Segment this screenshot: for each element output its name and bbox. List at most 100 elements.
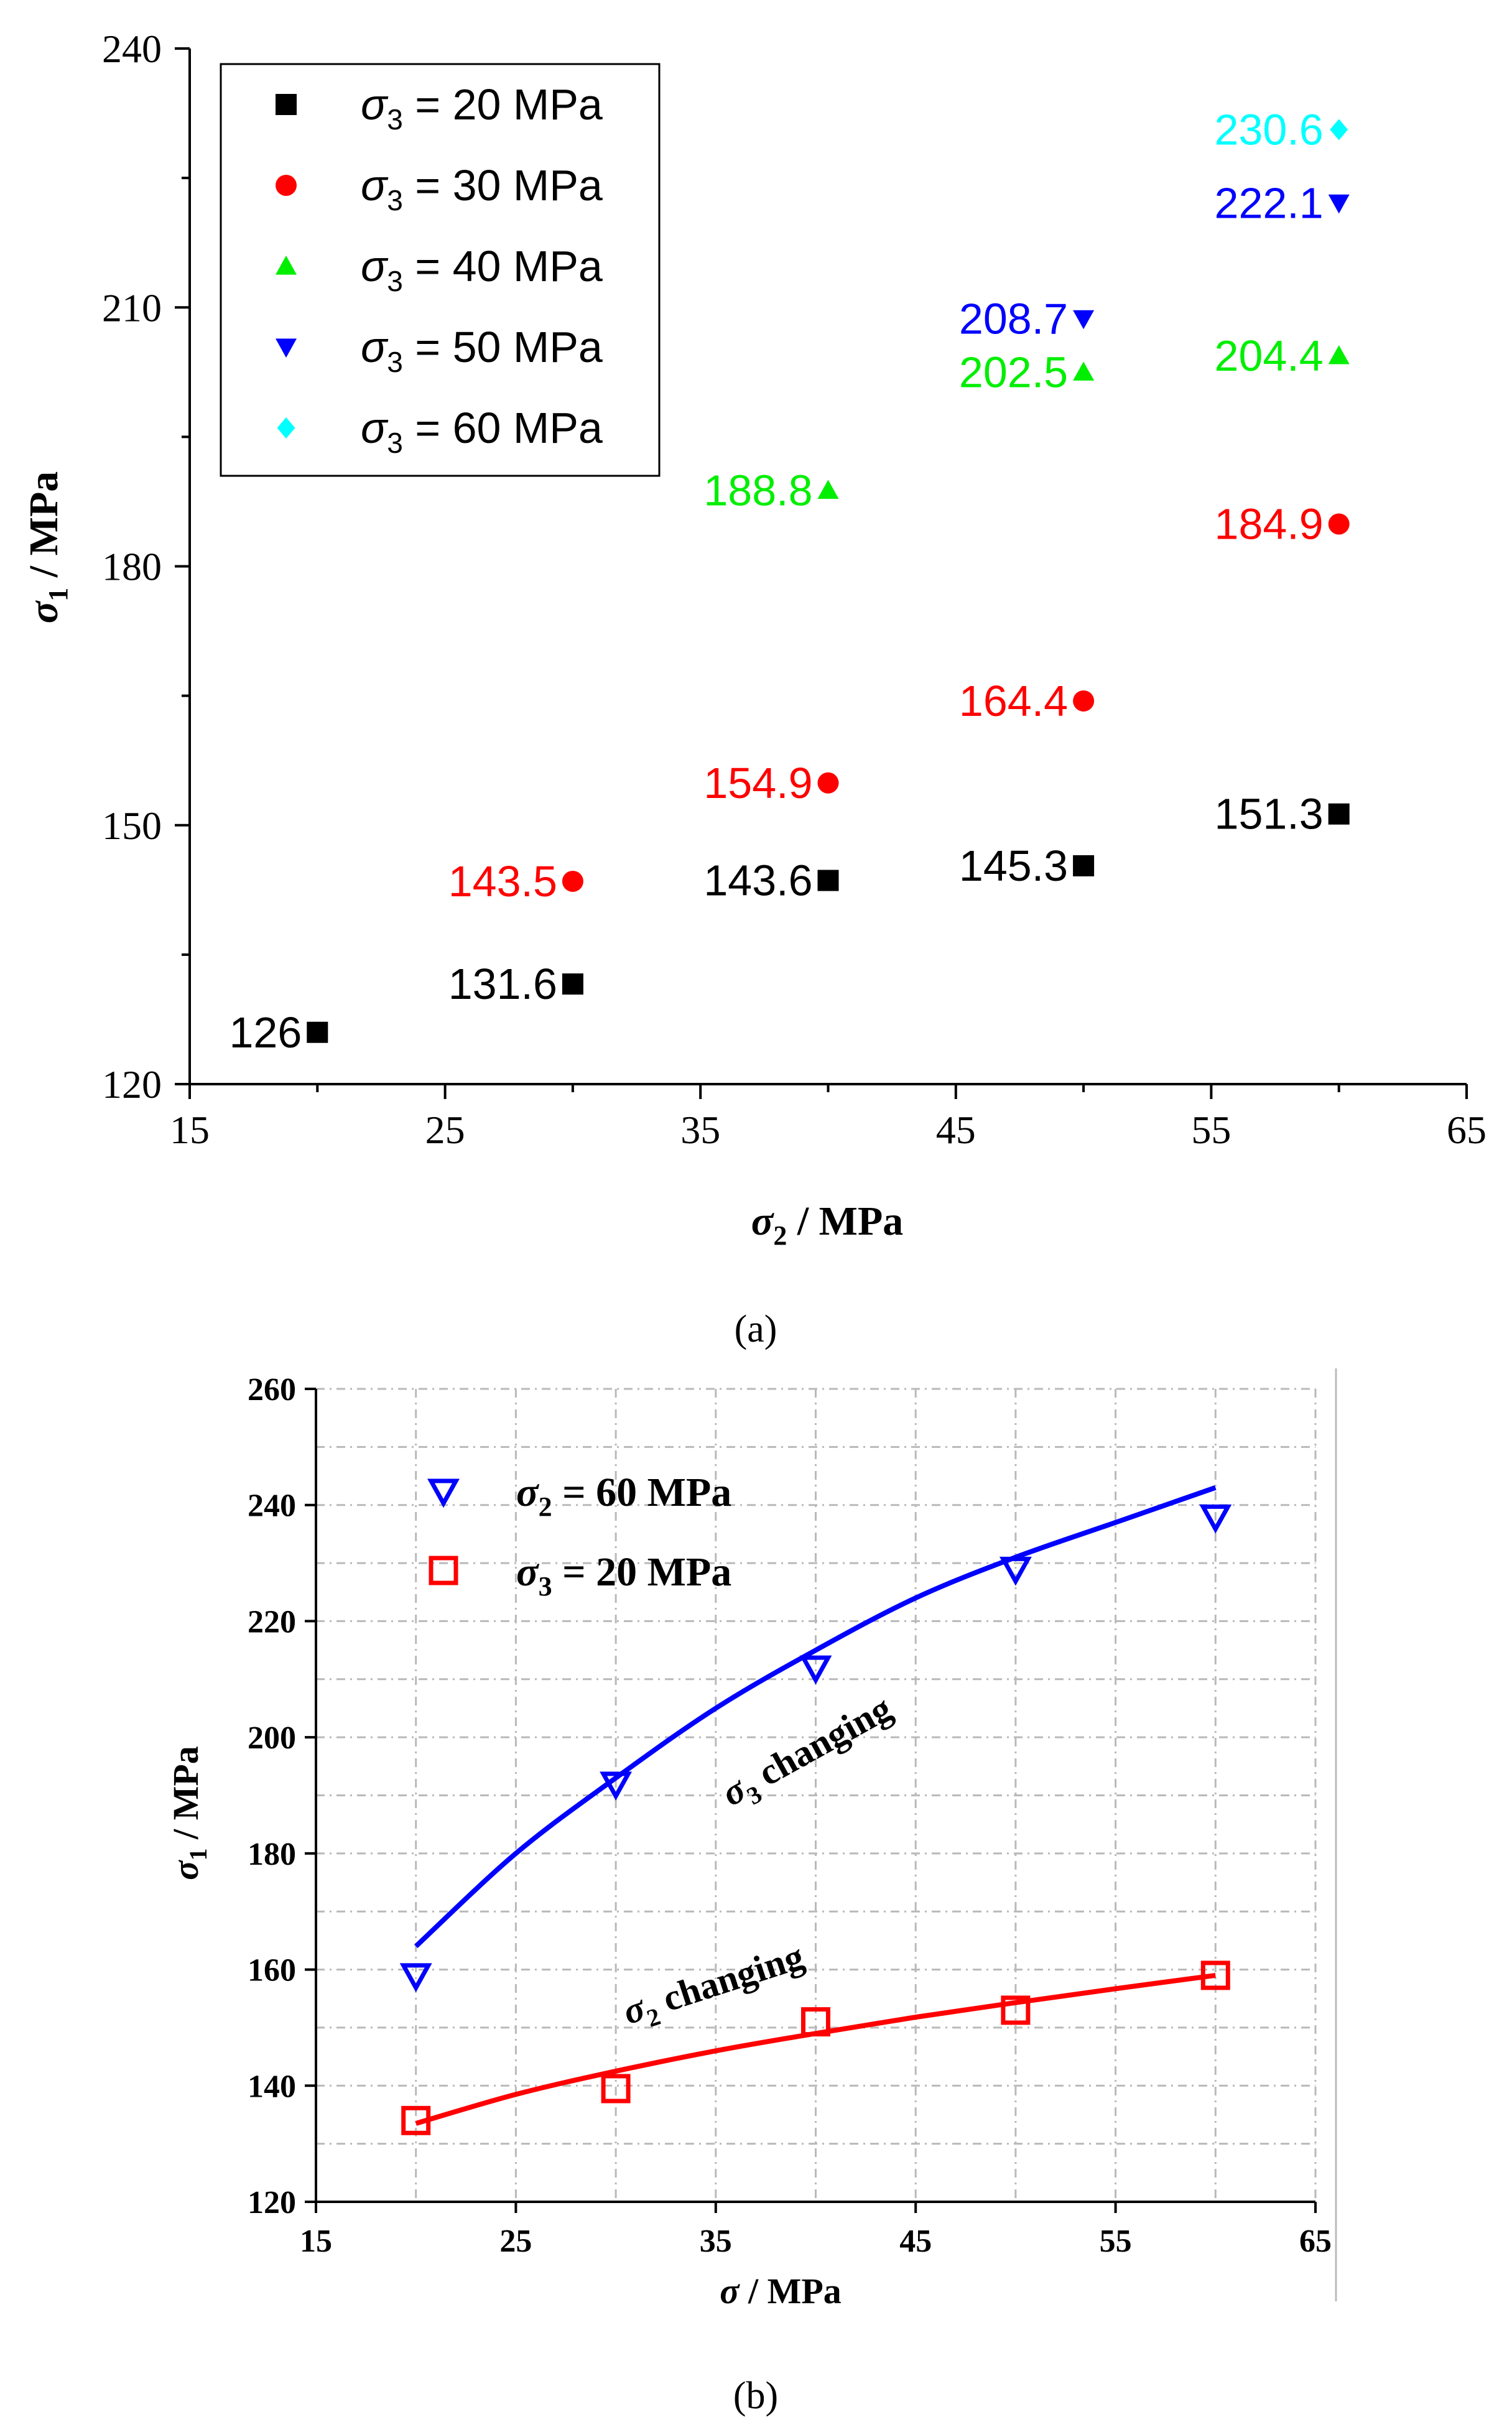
panel-b-y-tick-label: 120 [248,2185,296,2220]
panel-b-y-tick-label: 260 [248,1372,296,1408]
panel-a-data-label: 208.7 [959,294,1068,343]
panel-a-y-tick-label: 120 [102,1062,162,1107]
panel-b-legend-marker [429,1556,458,1585]
panel-a-legend-label: σ3 = 30 MPa [361,161,603,216]
panel-b-x-tick-label: 15 [300,2224,332,2259]
panel-b-ticks: 15 25 35 45 55 65 120 140 160 180 200 220 240 260 [248,1372,1332,2259]
panel-b-y-tick-label: 180 [248,1837,296,1872]
panel-a-point [817,480,839,499]
panel-a-y-tick-label: 180 [102,545,162,589]
panel-a-data-label: 143.5 [448,857,557,906]
panel-b-point [401,2105,431,2135]
panel-a-x-tick-label: 65 [1447,1108,1486,1152]
panel-a-data-label: 222.1 [1215,179,1324,227]
panel-a-point [307,1021,328,1043]
panel-a-legend-marker [276,175,297,196]
panel-a-point [1328,803,1350,825]
panel-b-data-points [399,1504,1232,2135]
panel-a-x-tick-label: 55 [1191,1108,1231,1152]
panel-a-point [1330,119,1348,141]
panel-b-x-tick-label: 45 [899,2224,932,2259]
panel-a-legend-label: σ3 = 40 MPa [361,242,603,297]
panel-a-data-label: 143.6 [703,856,812,905]
panel-b-x-axis-title: σ / MPa [720,2271,842,2311]
panel-b-point [600,1771,633,1801]
panel-a-ticks: 15 25 35 45 55 65 120 150 180 210 240 [102,27,1486,1152]
panel-a-data-label: 184.9 [1215,500,1324,549]
panel-b-legend-marker [427,1478,460,1508]
panel-a-y-tick-label: 150 [102,804,162,848]
panel-a-data-label: 154.9 [703,759,812,807]
panel-a-legend-marker [276,94,297,115]
panel-b-x-tick-label: 55 [1100,2224,1132,2259]
panel-b-y-tick-label: 160 [248,1953,296,1988]
panel-b-point [1200,1960,1230,1990]
panel-b-y-tick-label: 200 [248,1720,296,1756]
panel-a-x-tick-label: 25 [425,1108,465,1152]
panel-a-point [817,772,839,794]
panel-a-data-label: 126 [230,1008,302,1057]
panel-b-legend-label: σ3 = 20 MPa [516,1549,731,1602]
panel-a-point [1328,345,1350,364]
panel-a-x-tick-label: 45 [936,1108,976,1152]
panel-b-fit-curve [414,1485,1217,1949]
panel-b-legend-label: σ2 = 60 MPa [516,1470,731,1522]
panel-b-caption: (b) [733,2375,778,2417]
panel-a-point [1073,855,1095,876]
panel-a-data-label: 151.3 [1215,790,1324,838]
panel-b-annotation-lower: σ2 changing [618,1936,811,2039]
panel-a-point [1073,690,1095,712]
panel-b-y-tick-label: 220 [248,1604,296,1640]
panel-a-data-label: 164.4 [959,677,1068,725]
panel-b-y-tick-label: 140 [248,2069,296,2104]
panel-a-data-label: 202.5 [959,348,1068,396]
panel-b-axes [315,1389,1315,2203]
panel-a-point [1073,361,1095,381]
panel-b-y-axis-title: σ1 / MPa [165,1746,212,1880]
panel-a-legend-label: σ3 = 60 MPa [361,404,603,459]
panel-a-legend-marker [276,256,297,275]
panel-b-x-tick-label: 25 [499,2224,532,2259]
panel-a-y-tick-label: 240 [102,27,162,71]
panel-a-legend-label: σ3 = 50 MPa [361,323,603,378]
panel-b-point [601,2074,631,2104]
panel-a-point [1328,513,1350,535]
panel-a-caption: (a) [735,1308,777,1350]
panel-a-y-axis-title: σ1 / MPa [21,471,73,624]
panel-a-x-tick-label: 15 [170,1108,210,1152]
panel-a-data-labels: 126 131.6 143.6 145.3 151.3 143.5 154.9 164.4 18… [230,105,1324,1056]
panel-a-x-tick-label: 35 [680,1108,720,1152]
panel-a-scatter-chart: 15 25 35 45 55 65 120 150 180 210 240 126 131.6 143.… [21,27,1486,1350]
panel-a-data-label: 230.6 [1215,105,1324,154]
panel-a-data-label: 188.8 [703,466,812,514]
panel-b-point [1199,1504,1232,1534]
panel-b-point [799,1655,832,1685]
panel-a-legend-marker [276,338,297,358]
panel-b-point [1001,1995,1031,2025]
panel-b-legend: σ2 = 60 MPa σ3 = 20 MPa [427,1470,731,1602]
panel-b-point [399,1963,432,1993]
panel-a-point [817,870,839,891]
panel-a-data-label: 204.4 [1215,332,1324,380]
panel-a-legend: σ3 = 20 MPa σ3 = 30 MPa σ3 = 40 MPa σ3 = 50… [276,80,603,459]
panel-b-annotation-upper: σ3 changing [715,1687,901,1820]
panel-a-data-label: 131.6 [448,960,557,1008]
panel-a-point [562,870,583,892]
panel-b-point [801,2007,830,2037]
panel-a-point [562,973,583,995]
panel-b-x-tick-label: 65 [1299,2224,1332,2259]
panel-a-legend-marker [277,417,295,438]
panel-a-legend-label: σ3 = 20 MPa [361,80,603,136]
panel-a-point [1328,194,1350,214]
panel-b-point [999,1556,1032,1586]
panel-a-y-tick-label: 210 [102,285,162,330]
panel-a-x-axis-title: σ2 / MPa [751,1199,904,1251]
panel-b-scatter-chart: 15 25 35 45 55 65 120 140 160 180 200 220 240 260 σ2 … [165,1368,1337,2417]
panel-b-y-tick-label: 240 [248,1488,296,1524]
panel-b-grid [315,1388,1317,2203]
panel-a-data-points [307,119,1350,1043]
panel-a-point [1073,310,1095,330]
panel-b-x-tick-label: 35 [700,2224,732,2259]
panel-a-data-label: 145.3 [959,842,1068,890]
